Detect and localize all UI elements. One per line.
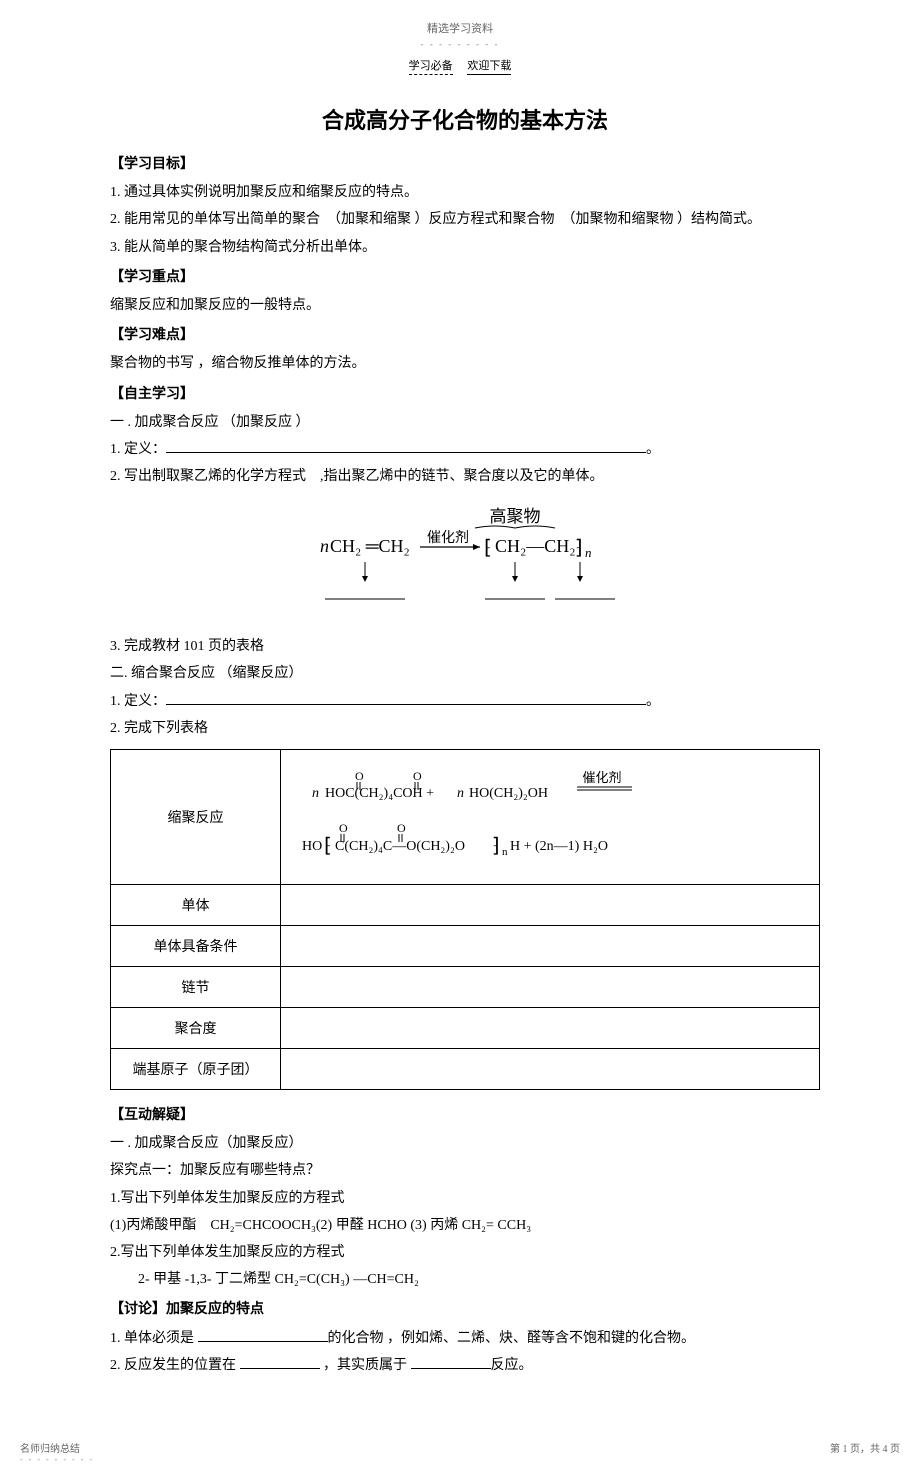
question-1-1: (1)丙烯酸甲酯 CH₂=CHCOOCH₃(2) 甲醛 HCHO (3) 丙烯 …: [110, 1213, 820, 1238]
table-row: 端基原子（原子团）: [111, 1049, 820, 1090]
discuss-1: 1. 单体必须是 的化合物 ，例如烯、二烯、炔、醛等含不饱和键的化合物。: [110, 1326, 820, 1351]
part1b-heading: 一 . 加成聚合反应（加聚反应）: [110, 1131, 820, 1156]
diff-heading: 【学习难点】: [110, 322, 820, 347]
table-row: 单体: [111, 885, 820, 926]
definition-2: 1. 定义：。: [110, 689, 820, 714]
svg-text:HO: HO: [302, 839, 322, 854]
svg-text:n: n: [585, 545, 592, 560]
cell-label: 单体具备条件: [111, 926, 281, 967]
footer-dots: - - - - - - - - -: [0, 1455, 920, 1464]
header-dots: - - - - - - - - -: [0, 39, 920, 49]
header-sub: 学习必备 欢迎下载: [0, 57, 920, 73]
cell-value: [281, 967, 820, 1008]
cell-label: 聚合度: [111, 1008, 281, 1049]
svg-text:H + (2n—1) H₂O: H + (2n—1) H₂O: [510, 839, 608, 854]
d2-b: ，其实质属于: [320, 1358, 411, 1373]
part1-heading: 一 . 加成聚合反应 （加聚反应 ）: [110, 410, 820, 435]
svg-text:HO(CH₂)₂OH: HO(CH₂)₂OH: [469, 786, 548, 801]
header-sub-right: 欢迎下载: [467, 60, 511, 75]
cell-label: 缩聚反应: [111, 750, 281, 885]
interact-heading: 【互动解疑】: [110, 1102, 820, 1127]
svg-text:n: n: [502, 846, 508, 858]
question-1: 1.写出下列单体发生加聚反应的方程式: [110, 1186, 820, 1211]
d1-b: 的化合物 ，例如烯、二烯、炔、醛等含不饱和键的化合物。: [328, 1331, 696, 1346]
svg-text:⁅: ⁅: [324, 835, 332, 857]
svg-text:CH₂—CH₂: CH₂—CH₂: [495, 536, 576, 556]
blank-line: [166, 691, 646, 705]
page-content: 合成高分子化合物的基本方法 【学习目标】 1. 通过具体实例说明加聚反应和缩聚反…: [0, 103, 920, 1378]
discuss-heading: 【讨论】加聚反应的特点: [110, 1296, 820, 1321]
svg-text:O: O: [413, 769, 422, 783]
header-sub-left: 学习必备: [409, 60, 453, 75]
footer-right: 第 1 页，共 4 页: [830, 1440, 900, 1455]
footer-left: 名师归纳总结: [20, 1440, 80, 1455]
svg-text:n: n: [312, 786, 319, 801]
blank: [198, 1328, 328, 1342]
part2-heading: 二. 缩合聚合反应 （缩聚反应）: [110, 661, 820, 686]
svg-text:催化剂: 催化剂: [582, 770, 621, 785]
focus-text: 缩聚反应和加聚反应的一般特点。: [110, 293, 820, 318]
item-2-2: 2. 完成下列表格: [110, 716, 820, 741]
cell-label: 单体: [111, 885, 281, 926]
goal-2: 2. 能用常见的单体写出简单的聚合 （加聚和缩聚 ）反应方程式和聚合物 （加聚物…: [110, 207, 820, 232]
blank: [240, 1355, 320, 1369]
cell-label: 链节: [111, 967, 281, 1008]
goal-1: 1. 通过具体实例说明加聚反应和缩聚反应的特点。: [110, 180, 820, 205]
svg-text:O: O: [397, 821, 406, 835]
svg-text:C(CH₂)₄C—O(CH₂)₂O: C(CH₂)₄C—O(CH₂)₂O: [335, 839, 465, 854]
svg-text:O: O: [339, 821, 348, 835]
d2-a: 2. 反应发生的位置在: [110, 1358, 240, 1373]
page-footer: 名师归纳总结 第 1 页，共 4 页: [0, 1380, 920, 1455]
svg-text:n: n: [457, 786, 464, 801]
d2-c: 反应。: [491, 1358, 533, 1373]
table-row: 聚合度: [111, 1008, 820, 1049]
svg-text:O: O: [355, 769, 364, 783]
svg-text:CH₂ ═CH₂: CH₂ ═CH₂: [330, 536, 410, 556]
blank-line: [166, 439, 646, 453]
explore-1: 探究点一：加聚反应有哪些特点？: [110, 1158, 820, 1183]
header-tag: 精选学习资料: [0, 20, 920, 36]
table-row: 缩聚反应 n HOC(CH₂)₄COH + O O n HO(CH₂)₂OH 催…: [111, 750, 820, 885]
svg-text:⁆: ⁆: [492, 835, 500, 857]
d1-a: 1. 单体必须是: [110, 1331, 198, 1346]
blank: [411, 1355, 491, 1369]
focus-heading: 【学习重点】: [110, 264, 820, 289]
svg-text:⁆: ⁆: [575, 537, 583, 559]
table-row: 单体具备条件: [111, 926, 820, 967]
item-1-2: 2. 写出制取聚乙烯的化学方程式 ,指出聚乙烯中的链节、聚合度以及它的单体。: [110, 464, 820, 489]
eq-top-label: 高聚物: [490, 507, 541, 526]
diff-text: 聚合物的书写 ，缩合物反推单体的方法。: [110, 351, 820, 376]
svg-text:⁅: ⁅: [484, 537, 492, 559]
table-row: 链节: [111, 967, 820, 1008]
goal-3: 3. 能从简单的聚合物结构简式分析出单体。: [110, 235, 820, 260]
cell-label: 端基原子（原子团）: [111, 1049, 281, 1090]
goals-heading: 【学习目标】: [110, 151, 820, 176]
definition-1: 1. 定义：。: [110, 437, 820, 462]
def1-label: 1. 定义：: [110, 442, 166, 457]
def2-label: 1. 定义：: [110, 694, 166, 709]
cell-value: [281, 926, 820, 967]
condensation-table: 缩聚反应 n HOC(CH₂)₄COH + O O n HO(CH₂)₂OH 催…: [110, 749, 820, 1090]
cell-equation: n HOC(CH₂)₄COH + O O n HO(CH₂)₂OH 催化剂 HO…: [281, 750, 820, 885]
item-1-3: 3. 完成教材 101 页的表格: [110, 634, 820, 659]
cell-value: [281, 1008, 820, 1049]
svg-text:催化剂: 催化剂: [427, 530, 469, 546]
cell-value: [281, 1049, 820, 1090]
self-study-heading: 【自主学习】: [110, 381, 820, 406]
question-2-1: 2- 甲基 -1,3- 丁二烯型 CH₂=C(CH₃) —CH=CH₂: [110, 1267, 820, 1292]
page-title: 合成高分子化合物的基本方法: [110, 103, 820, 135]
question-2: 2.写出下列单体发生加聚反应的方程式: [110, 1240, 820, 1265]
polyethylene-equation: 高聚物 n CH₂ ═CH₂ 催化剂 ⁅ CH₂—CH₂ ⁆ n: [110, 504, 820, 619]
cell-value: [281, 885, 820, 926]
svg-text:n: n: [320, 536, 329, 556]
discuss-2: 2. 反应发生的位置在 ，其实质属于 反应。: [110, 1353, 820, 1378]
